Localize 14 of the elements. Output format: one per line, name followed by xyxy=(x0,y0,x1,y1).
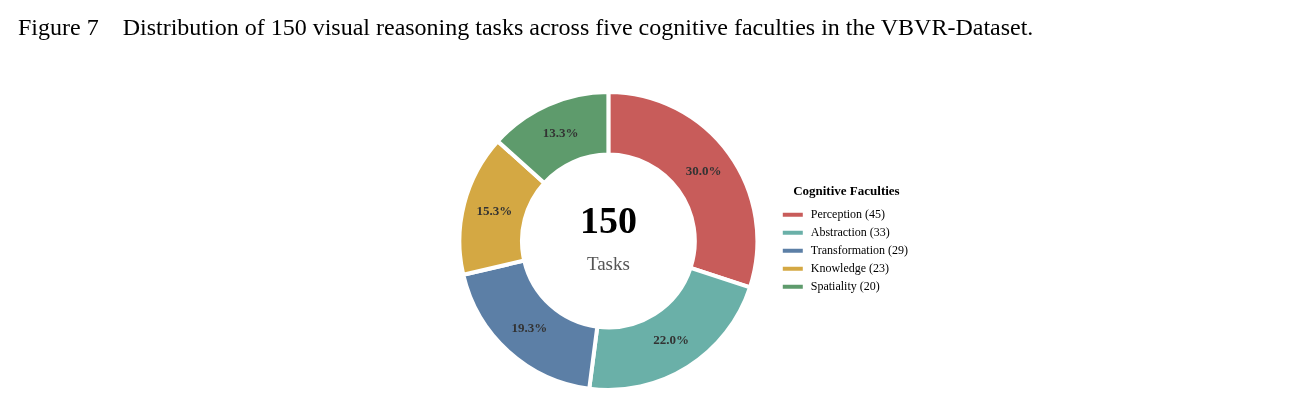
legend-label: Transformation (29) xyxy=(810,242,909,257)
legend-label: Spatiality (20) xyxy=(810,278,880,293)
data-label: 22.0% xyxy=(653,331,690,347)
text: 150 xyxy=(579,198,637,241)
legend-title: Cognitive Faculties xyxy=(793,183,900,199)
data-label: 13.3% xyxy=(542,124,579,140)
chart-title: Figure 7 Distribution of 150 visual reasoning tasks across five cognitive faculties in the VBVR-Dataset. xyxy=(18,14,1034,41)
legend-label: Abstraction (33) xyxy=(810,224,890,239)
data-label: 30.0% xyxy=(685,163,722,179)
text: Tasks xyxy=(586,252,630,274)
legend-label: Knowledge (23) xyxy=(810,260,890,275)
legend-label: Perception (45) xyxy=(810,206,886,221)
data-label: 15.3% xyxy=(476,202,513,218)
data-label: 19.3% xyxy=(511,319,548,335)
